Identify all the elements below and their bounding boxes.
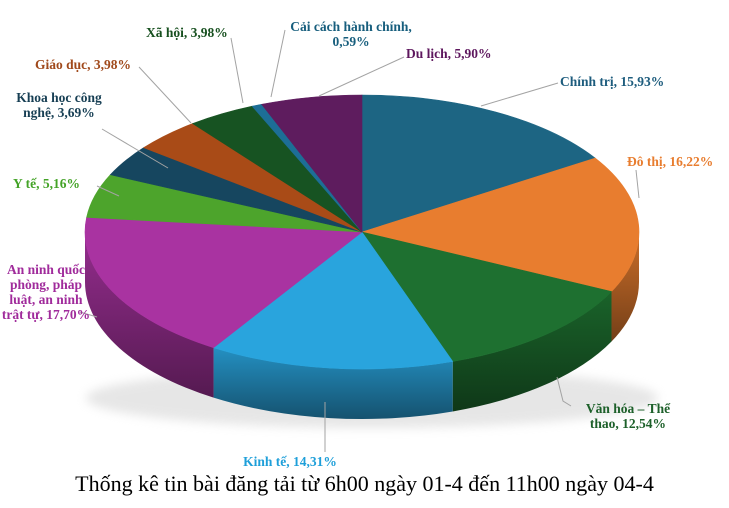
- pie-slice-du-lich: [261, 94, 363, 233]
- pie-slice-side-kinh-te: [213, 347, 453, 420]
- pie-label-y-te: Y tế, 5,16%: [13, 176, 80, 191]
- leader-line-xa-hoi: [230, 37, 244, 104]
- leader-line-cai-cach: [270, 29, 286, 98]
- pie-slice-side-an-ninh: [85, 232, 214, 398]
- pie-slice-side-do-thi: [611, 232, 639, 342]
- leader-line-giao-duc: [138, 66, 192, 124]
- leader-line-van-hoa: [556, 376, 572, 407]
- pie-slice-chinh-tri: [361, 94, 596, 233]
- pie-label-van-hoa: Văn hóa – Thể thao, 12,54%: [585, 401, 671, 432]
- leader-line-chinh-tri: [480, 82, 559, 107]
- leader-line-do-thi: [635, 169, 640, 199]
- pie-label-an-ninh: An ninh quốc phòng, pháp luật, an ninh t…: [1, 262, 91, 323]
- leader-line-an-ninh: [79, 311, 98, 318]
- pie-slice-an-ninh: [84, 217, 363, 349]
- pie-slice-kinh-te: [212, 231, 454, 370]
- pie-slice-do-thi: [360, 157, 640, 292]
- pie-label-giao-duc: Giáo dục, 3,98%: [35, 57, 132, 72]
- pie-slice-van-hoa: [361, 231, 613, 362]
- pie-label-xa-hoi: Xã hội, 3,98%: [146, 25, 228, 40]
- pie-label-do-thi: Đô thị, 16,22%: [627, 154, 714, 169]
- leader-line-du-lich: [318, 56, 405, 97]
- pie-label-chinh-tri: Chính trị, 15,93%: [560, 74, 665, 89]
- leader-line-khoa-hoc: [101, 128, 169, 169]
- chart-title: Thống kê tin bài đăng tải từ 6h00 ngày 0…: [75, 471, 654, 496]
- pie-label-du-lich: Du lịch, 5,90%: [406, 46, 492, 61]
- pie-label-khoa-hoc: Khoa học công nghệ, 3,69%: [16, 90, 102, 121]
- leader-line-y-te: [96, 185, 120, 197]
- pie-label-kinh-te: Kinh tế, 14,31%: [243, 454, 337, 469]
- pie-label-cai-cach: Cải cách hành chính, 0,59%: [290, 19, 412, 50]
